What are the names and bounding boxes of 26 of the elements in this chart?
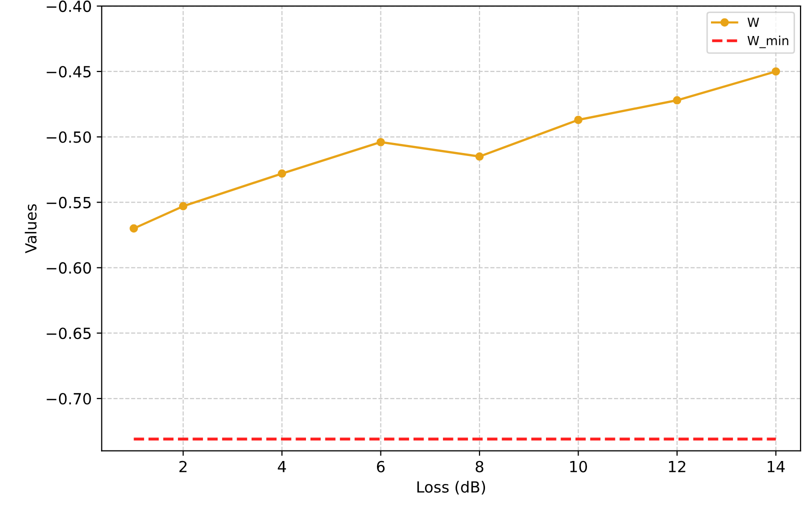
y-axis-title: Values <box>24 204 37 254</box>
point <box>672 96 682 104</box>
point <box>130 224 138 233</box>
legend-label: W <box>748 18 760 27</box>
y-tick-label: −0.65 <box>46 328 91 340</box>
x-tick-label: 12 <box>669 460 686 472</box>
x-tick-label: 2 <box>179 460 187 472</box>
point <box>278 169 286 178</box>
x-tick-label: 6 <box>376 460 385 472</box>
x-tick-label: 14 <box>768 461 785 472</box>
point <box>475 152 484 161</box>
point <box>376 138 385 146</box>
x-axis-title: Loss (dB) <box>417 480 486 495</box>
y-tick-label: −0.45 <box>46 66 91 78</box>
y-tick-label: −0.60 <box>46 262 91 274</box>
y-tick-label: −0.55 <box>46 196 91 208</box>
legend-label: W_min <box>748 36 788 48</box>
y-tick-label: −0.50 <box>46 131 91 143</box>
y-tick-label: −0.70 <box>46 392 91 405</box>
point <box>574 116 582 124</box>
point <box>772 67 780 76</box>
y-tick-label: −0.40 <box>46 0 91 12</box>
point <box>179 202 188 210</box>
x-tick-label: 8 <box>476 460 484 472</box>
x-tick-label: 4 <box>278 461 286 472</box>
x-tick-label: 10 <box>570 460 587 472</box>
